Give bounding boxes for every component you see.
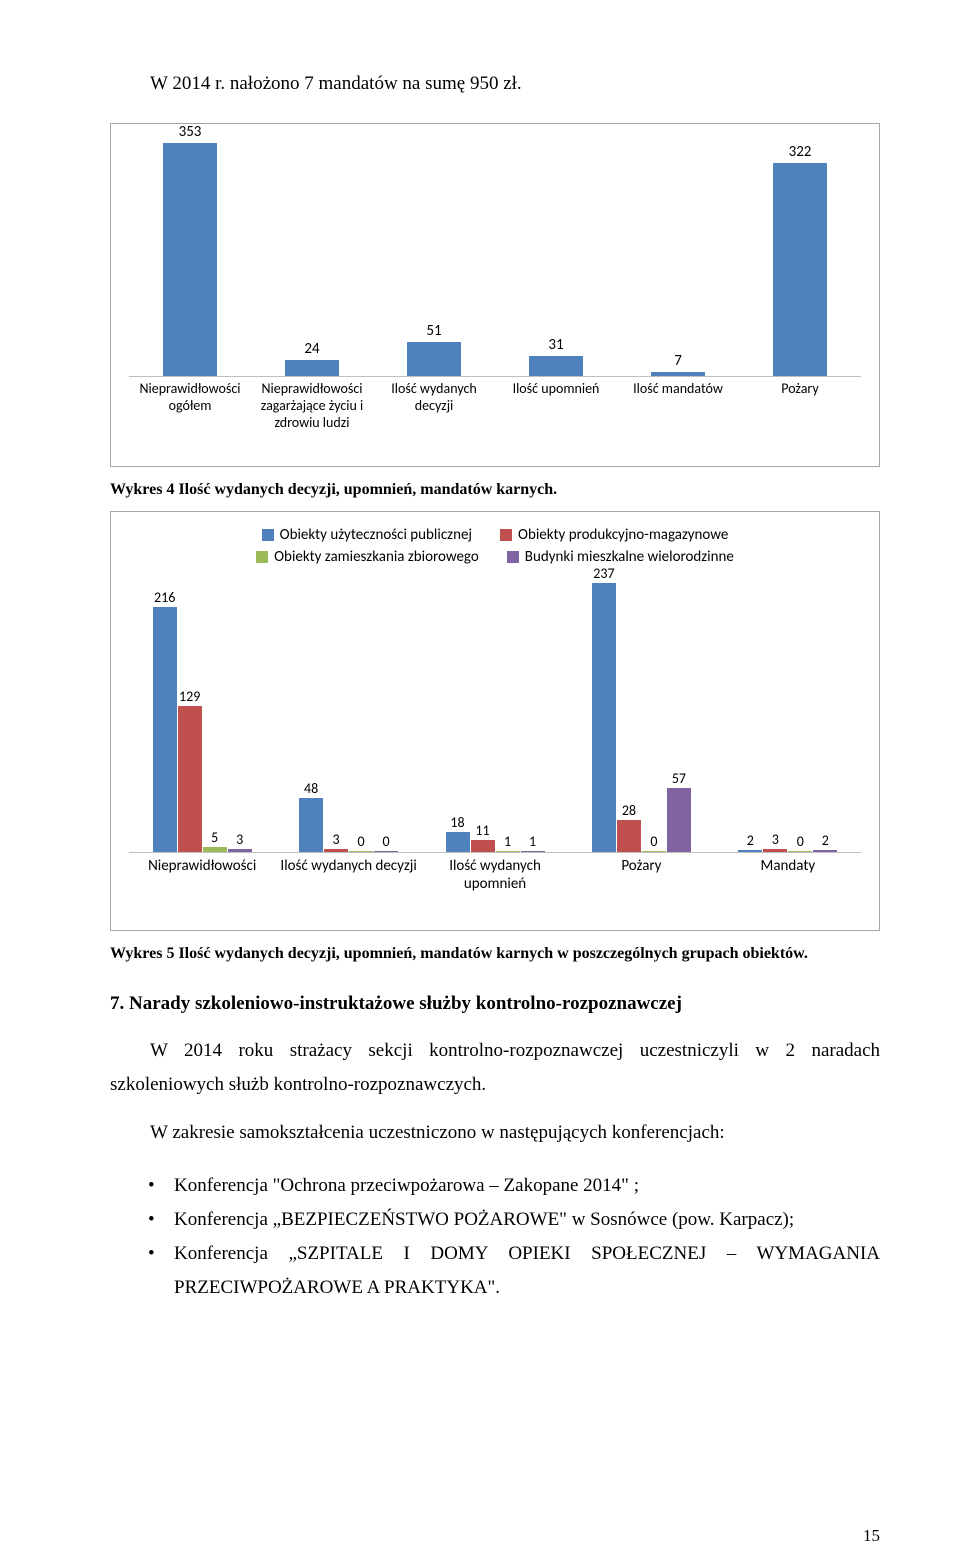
intro-text: W 2014 r. nałożono 7 mandatów na sumę 95… (110, 67, 880, 101)
chart2-group: 21612953 (129, 589, 275, 852)
chart1-bar: 7 (617, 352, 739, 377)
chart2-group: 48300 (275, 780, 421, 852)
page-number: 15 (863, 1526, 880, 1546)
section-heading: 7. Narady szkoleniowo-instruktażowe służ… (110, 993, 880, 1015)
chart-4: 3532451317322 Nieprawidłowości ogółemNie… (110, 123, 880, 467)
chart2-legend-item: Obiekty produkcyjno-magazynowe (500, 526, 728, 544)
chart1-bar: 24 (251, 340, 373, 376)
chart2-legend-item: Budynki mieszkalne wielorodzinne (507, 548, 734, 566)
chart2-group: 23728057 (568, 565, 714, 852)
chart1-bar: 322 (739, 143, 861, 376)
chart1-bar: 51 (373, 322, 495, 376)
bullet-item: Konferencja "Ochrona przeciwpożarowa – Z… (140, 1169, 880, 1203)
chart1-bar: 31 (495, 336, 617, 376)
chart-5: Obiekty użyteczności publicznej Obiekty p… (110, 511, 880, 931)
chart1-bar: 353 (129, 123, 251, 376)
chart-4-caption: Wykres 4 Ilość wydanych decyzji, upomnie… (110, 481, 880, 499)
chart-5-caption: Wykres 5 Ilość wydanych decyzji, upomnie… (110, 945, 880, 963)
bullet-item: Konferencja „BEZPIECZEŃSTWO POŻAROWE" w … (140, 1203, 880, 1237)
chart2-group: 2302 (715, 831, 861, 852)
section-para-1: W 2014 roku strażacy sekcji kontrolno-ro… (110, 1034, 880, 1102)
bullet-item: Konferencja „SZPITALE I DOMY OPIEKI SPOŁ… (140, 1237, 880, 1305)
section-para-2: W zakresie samokształcenia uczestniczono… (110, 1116, 880, 1150)
chart2-group: 181111 (422, 814, 568, 852)
chart2-legend-item: Obiekty zamieszkania zbiorowego (256, 548, 479, 566)
chart2-legend-item: Obiekty użyteczności publicznej (262, 526, 472, 544)
